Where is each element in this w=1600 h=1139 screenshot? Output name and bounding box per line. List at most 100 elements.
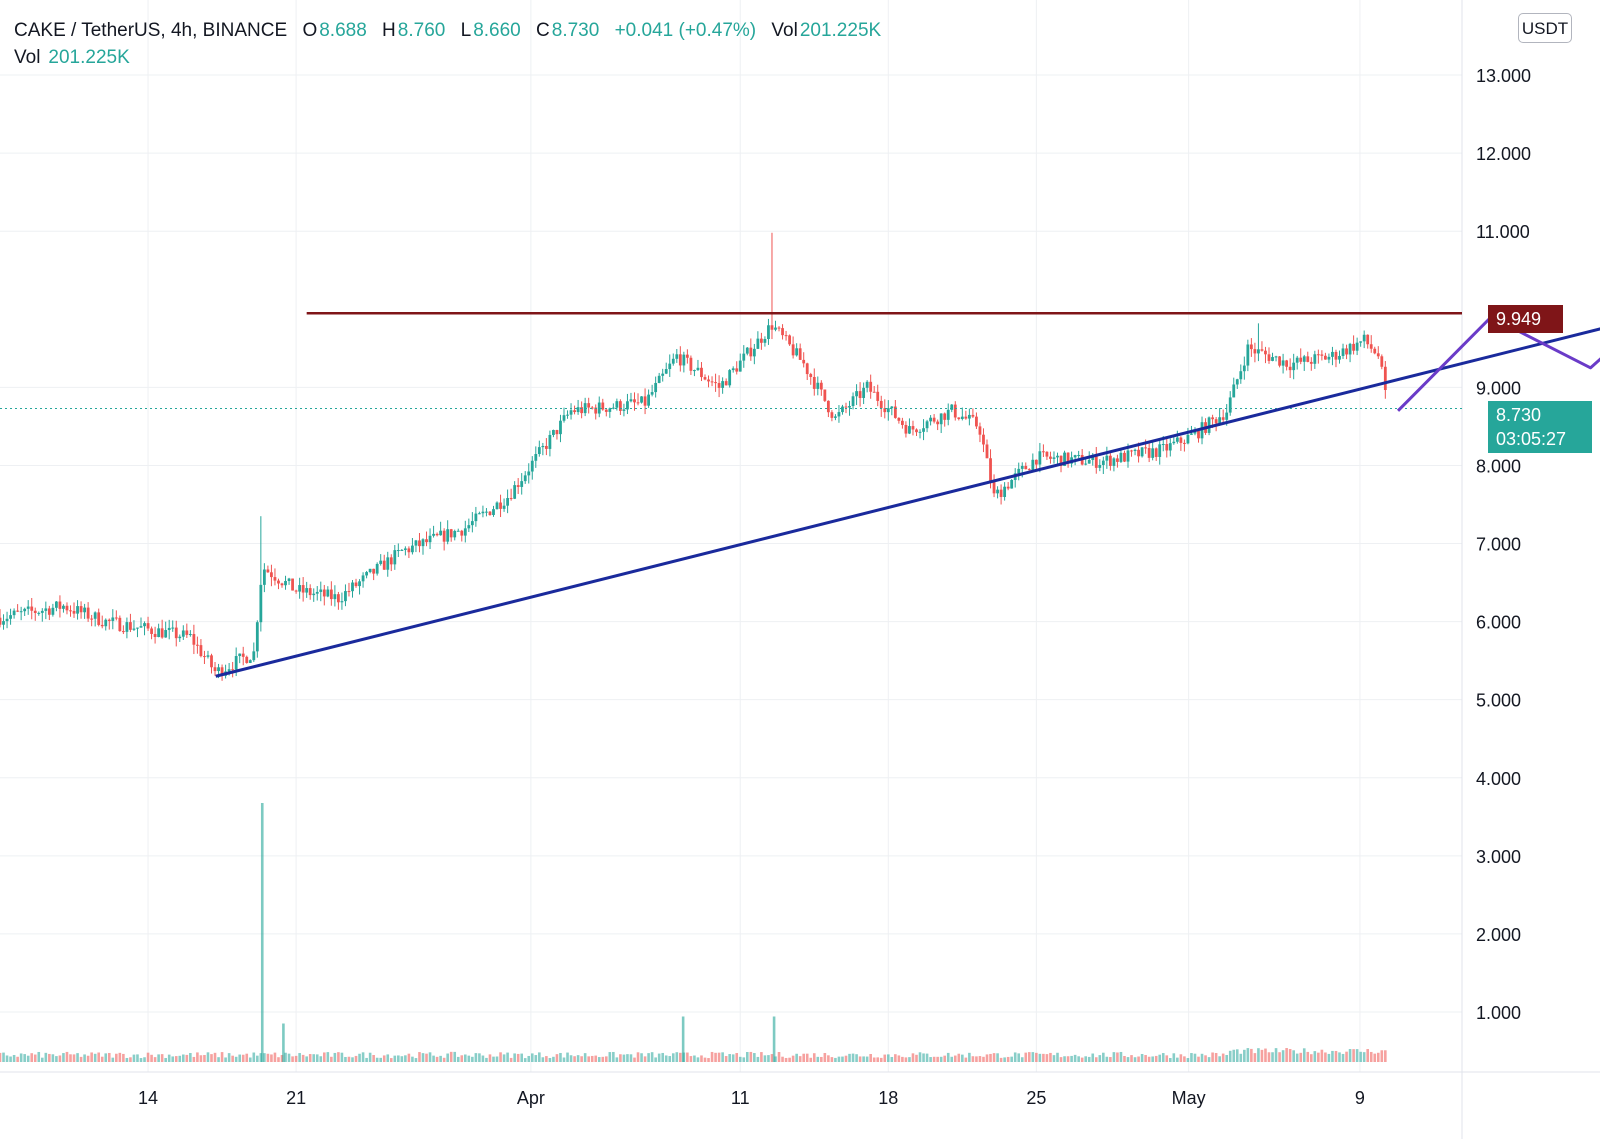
candle — [337, 591, 340, 610]
candle-body — [989, 458, 992, 483]
candle-body — [37, 612, 41, 614]
volume-bar — [555, 1054, 559, 1062]
candle — [520, 473, 524, 495]
candle — [675, 348, 679, 363]
volume-bar — [418, 1052, 421, 1062]
candle — [129, 613, 132, 633]
volume-bar — [1038, 1053, 1042, 1062]
volume-bar — [633, 1057, 636, 1062]
volume-bar — [1295, 1053, 1299, 1062]
candle-body — [559, 420, 562, 435]
candle — [978, 422, 982, 443]
volume-spike-bar — [772, 1016, 776, 1062]
volume-bar — [781, 1056, 784, 1062]
volume-bar — [372, 1055, 375, 1062]
volume-bar — [576, 1055, 580, 1062]
candle-body — [432, 533, 435, 536]
volume-bar — [703, 1057, 707, 1062]
volume-bar — [985, 1054, 989, 1062]
volume-bar — [323, 1052, 326, 1062]
candle-body — [421, 539, 425, 547]
candle — [886, 400, 890, 421]
candle — [597, 396, 601, 418]
candle-body — [992, 482, 996, 494]
volume-bar — [798, 1056, 802, 1062]
candle-body — [893, 406, 897, 418]
candle — [844, 402, 848, 414]
candle-body — [1172, 441, 1176, 444]
candle — [478, 511, 481, 515]
volume-bar — [647, 1053, 650, 1062]
candle-body — [996, 489, 999, 494]
candle-body — [62, 605, 65, 609]
volume-bar — [961, 1054, 964, 1062]
candle — [245, 655, 249, 664]
symbol-title[interactable]: CAKE / TetherUS, 4h, BINANCE — [14, 20, 288, 41]
candle — [819, 380, 823, 396]
volume-bar — [738, 1056, 742, 1062]
candle — [354, 578, 358, 588]
volume-bar — [626, 1054, 629, 1062]
volume-bar — [301, 1054, 305, 1062]
volume-bar — [922, 1053, 925, 1062]
candle — [633, 392, 636, 411]
candle — [700, 362, 703, 382]
candle-body — [1052, 457, 1056, 459]
volume-bar — [664, 1055, 668, 1062]
volume-bar — [478, 1053, 481, 1062]
volume-bar — [527, 1055, 531, 1062]
volume-bar — [48, 1053, 51, 1062]
candle-body — [1031, 459, 1035, 471]
candle — [1267, 347, 1271, 364]
candle-body — [90, 618, 94, 620]
candle-body — [1045, 451, 1049, 457]
volume-bar — [375, 1057, 379, 1062]
volume-bar — [809, 1057, 813, 1062]
candle — [999, 484, 1003, 505]
candle-body — [1288, 366, 1292, 371]
currency-button[interactable]: USDT — [1518, 13, 1572, 43]
candle-body — [1249, 344, 1253, 350]
volume-bar — [1109, 1057, 1112, 1062]
candle — [181, 625, 185, 640]
time-axis-label: 21 — [286, 1088, 306, 1108]
candle — [647, 389, 650, 408]
volume-bar — [964, 1057, 968, 1062]
candle-body — [908, 426, 911, 434]
volume-bar — [1285, 1048, 1288, 1062]
candle-body — [728, 370, 732, 386]
candle-body — [1010, 479, 1014, 489]
volume-bar — [305, 1056, 308, 1062]
candle — [837, 405, 841, 423]
candle — [411, 537, 414, 555]
volume-legend[interactable]: Vol 201.225K — [14, 45, 130, 71]
candle-body — [1165, 444, 1169, 451]
low-label: L — [460, 20, 472, 41]
candle — [1302, 354, 1306, 371]
volume-bar — [414, 1058, 418, 1062]
candle-body — [1020, 465, 1024, 469]
volume-bar — [1211, 1052, 1214, 1062]
volume-bar — [1116, 1052, 1119, 1062]
candle-body — [1049, 456, 1052, 459]
volume-bar — [326, 1052, 330, 1062]
candle — [774, 320, 777, 332]
volume-bar — [968, 1052, 971, 1062]
candle — [552, 429, 555, 438]
candle — [157, 623, 161, 638]
candle-body — [499, 502, 502, 509]
volume-spike-bar — [681, 1016, 685, 1062]
volume-bar — [312, 1054, 316, 1062]
volume-bar — [471, 1056, 474, 1062]
candle — [964, 410, 968, 420]
volume-bar — [33, 1054, 37, 1062]
candle — [1235, 378, 1239, 389]
time-axis-label: 18 — [878, 1088, 898, 1108]
candle — [432, 525, 435, 538]
candle — [862, 382, 866, 405]
candle — [678, 346, 682, 372]
candle-body — [760, 338, 763, 343]
candle — [893, 399, 897, 419]
